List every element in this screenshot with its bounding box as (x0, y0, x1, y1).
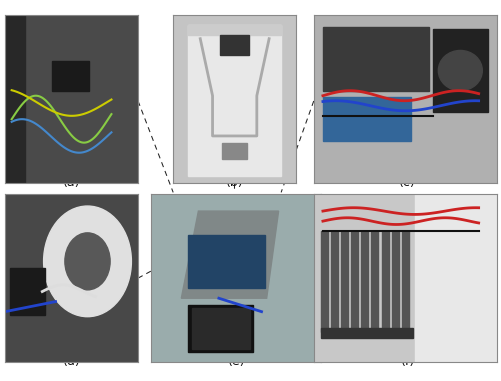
Text: (b): (b) (225, 176, 243, 189)
Bar (361, 231, 368, 332)
Bar (331, 231, 338, 332)
Bar (219, 35, 249, 56)
Bar (52, 61, 89, 91)
Bar (381, 231, 388, 332)
Text: (c): (c) (398, 176, 415, 189)
Bar (187, 25, 281, 35)
Bar (321, 328, 412, 338)
Bar (432, 29, 487, 112)
Bar (401, 231, 408, 332)
Bar (188, 235, 265, 288)
Bar (391, 231, 398, 332)
Bar (191, 308, 249, 349)
Text: (a): (a) (63, 176, 80, 189)
Bar (222, 142, 246, 159)
Bar (187, 25, 281, 176)
Bar (321, 231, 327, 332)
Bar (5, 15, 25, 183)
Text: (d): (d) (63, 355, 81, 368)
Text: (e): (e) (228, 355, 245, 368)
Bar (322, 27, 428, 91)
Bar (188, 305, 253, 352)
Bar (371, 231, 378, 332)
Circle shape (437, 50, 481, 91)
Polygon shape (181, 211, 278, 298)
Bar (414, 194, 496, 362)
Text: (f): (f) (400, 355, 414, 368)
Circle shape (44, 206, 131, 317)
Bar (11, 268, 45, 315)
Bar (351, 231, 358, 332)
Circle shape (65, 233, 110, 290)
Bar (322, 98, 410, 141)
Bar (341, 231, 348, 332)
